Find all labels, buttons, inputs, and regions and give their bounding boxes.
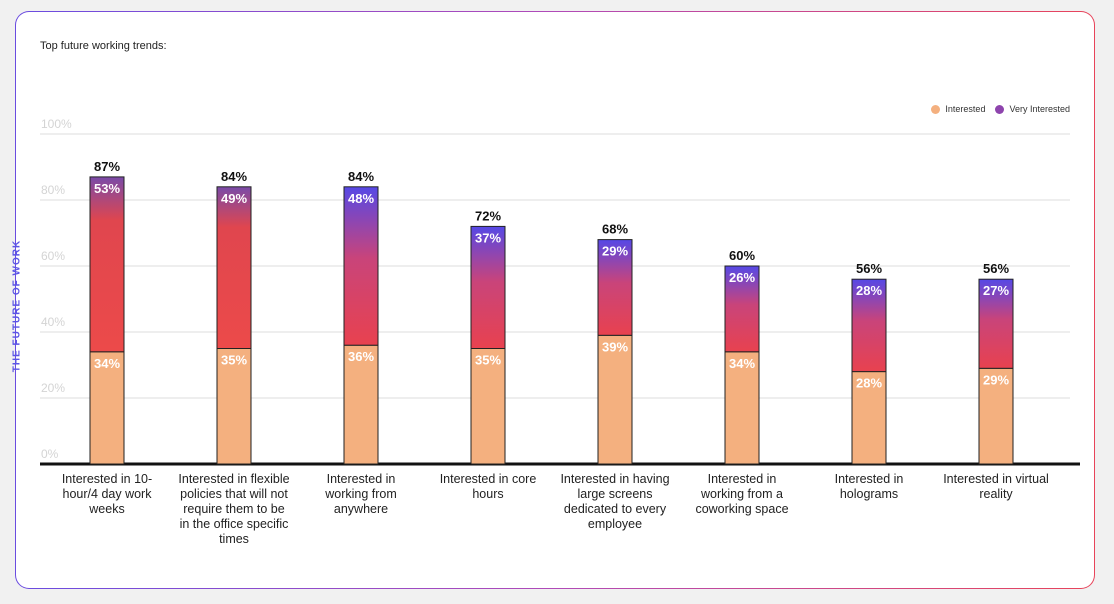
bar-interested (978, 367, 1014, 465)
data-label-total: 56% (983, 261, 1009, 276)
x-tick-label-line: weeks (89, 502, 125, 516)
x-tick-label-line: coworking space (695, 502, 789, 516)
data-label-interested: 39% (602, 339, 628, 354)
x-tick-label-line: working from a (701, 487, 783, 501)
bar-interested (470, 348, 506, 465)
bar-interested (851, 371, 887, 465)
x-tick-label-line: working from (325, 487, 397, 501)
data-label-total: 68% (602, 222, 628, 237)
bar-interested (597, 334, 633, 465)
data-label-very-interested: 53% (94, 181, 120, 196)
y-tick-label: 100% (41, 117, 72, 131)
data-label-interested: 29% (983, 372, 1009, 387)
x-tick-label-line: times (219, 532, 249, 546)
y-tick-label: 60% (41, 249, 65, 263)
data-label-very-interested: 26% (729, 270, 755, 285)
x-tick-label: Interested in holograms (804, 472, 934, 502)
data-label-very-interested: 29% (602, 244, 628, 259)
chart-title: Top future working trends: (40, 40, 167, 52)
x-tick-label-line: hour/4 day work (62, 487, 152, 501)
data-label-interested: 34% (94, 356, 120, 371)
x-tick-label-line: anywhere (333, 502, 389, 516)
legend-dot-very-interested (995, 104, 1005, 114)
x-tick-label-line: reality (979, 487, 1013, 501)
x-tick-label: Interested in working from a coworking spa… (677, 472, 807, 517)
x-tick-label-line: require them to be (183, 502, 285, 516)
bar-very-interested (597, 239, 633, 336)
x-tick-label: Interested in core hours (423, 472, 553, 502)
data-label-interested: 28% (856, 376, 882, 391)
x-tick-label-line: holograms (839, 487, 899, 501)
data-label-total: 87% (94, 159, 120, 174)
bar-very-interested (978, 278, 1014, 369)
x-tick-label-line: Interested in virtual (943, 472, 1049, 486)
chart-card (15, 11, 1095, 589)
bar-very-interested (343, 186, 379, 346)
bar-very-interested (89, 176, 125, 353)
data-label-total: 72% (475, 208, 501, 223)
x-tick-label-line: Interested in core (439, 472, 537, 486)
legend-label-very-interested: Very Interested (1009, 104, 1070, 114)
data-label-interested: 35% (475, 353, 501, 368)
x-tick-label-line: Interested in having (560, 472, 670, 486)
data-label-total: 84% (221, 169, 247, 184)
data-label-total: 84% (348, 169, 374, 184)
y-tick-label: 80% (41, 183, 65, 197)
x-tick-label-line: large screens (577, 487, 653, 501)
legend: Interested Very Interested (931, 104, 1070, 114)
x-tick-label: Interested in virtual reality (931, 472, 1061, 502)
x-tick-label-line: Interested in 10- (61, 472, 153, 486)
y-tick-label: 40% (41, 315, 65, 329)
bar-interested (216, 348, 252, 465)
data-label-very-interested: 27% (983, 283, 1009, 298)
bar-very-interested (724, 265, 760, 353)
x-tick-label-line: Interested in flexible (178, 472, 290, 486)
x-tick-label-line: in the office specific (179, 517, 289, 531)
data-label-interested: 35% (221, 353, 247, 368)
x-tick-label: Interested in flexible policies that will… (169, 472, 299, 547)
x-tick-label: Interested in having large screens dedicat… (550, 472, 680, 532)
data-label-very-interested: 37% (475, 230, 501, 245)
legend-item-very-interested: Very Interested (995, 104, 1070, 114)
x-tick-label-line: policies that will not (180, 487, 288, 501)
x-tick-label-line: employee (587, 517, 643, 531)
x-tick-label-line: Interested in (326, 472, 396, 486)
data-label-total: 60% (729, 248, 755, 263)
data-label-interested: 36% (348, 349, 374, 364)
data-label-interested: 34% (729, 356, 755, 371)
bar-very-interested (216, 186, 252, 349)
x-tick-label-line: hours (472, 487, 504, 501)
x-tick-label: Interested in 10- hour/4 day work weeks (42, 472, 172, 517)
data-label-very-interested: 48% (348, 191, 374, 206)
y-tick-label: 20% (41, 381, 65, 395)
data-label-total: 56% (856, 261, 882, 276)
x-tick-label-line: Interested in (834, 472, 904, 486)
x-tick-label: Interested in working from anywhere (296, 472, 426, 517)
bar-interested (724, 351, 760, 465)
bar-very-interested (470, 225, 506, 349)
x-tick-label-line: Interested in (707, 472, 777, 486)
y-tick-label: 0% (41, 447, 59, 461)
bar-interested (343, 344, 379, 465)
data-label-very-interested: 49% (221, 191, 247, 206)
bar-very-interested (851, 278, 887, 373)
legend-dot-interested (931, 104, 941, 114)
x-tick-label-line: dedicated to every (563, 502, 667, 516)
data-label-very-interested: 28% (856, 283, 882, 298)
legend-label-interested: Interested (945, 104, 986, 114)
legend-item-interested: Interested (931, 104, 985, 114)
